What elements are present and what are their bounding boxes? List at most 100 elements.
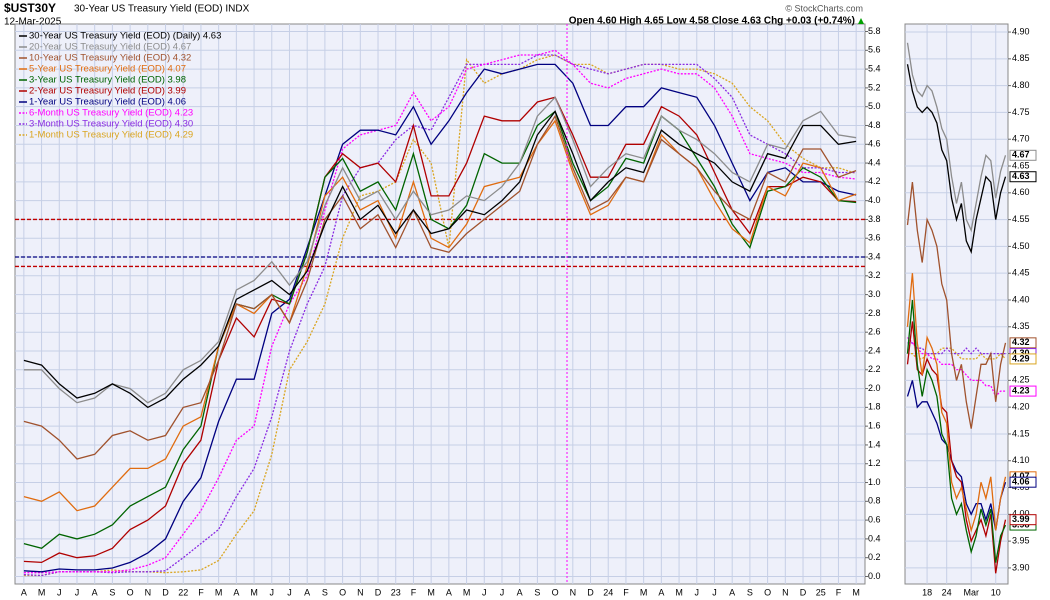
y-tick-label: 4.0: [868, 195, 881, 205]
x-tick-label: J: [57, 587, 62, 597]
x-tick-label: J: [270, 587, 275, 597]
x-tick-label: J: [287, 587, 292, 597]
legend-entry: 5-Year US Treasury Yield (EOD) 4.07: [29, 64, 186, 75]
y-tick-label: 3.4: [868, 251, 881, 261]
legend-entry: 1-Year US Treasury Yield (EOD) 4.06: [29, 97, 186, 108]
y-tick-label: 3.2: [868, 270, 881, 280]
y-tick-label: 3.0: [868, 289, 881, 299]
y-tick-label: 4.70: [1012, 134, 1030, 144]
x-tick-label: S: [534, 587, 540, 597]
x-tick-label: O: [127, 587, 134, 597]
x-tick-label: J: [695, 587, 700, 597]
y-tick-label: 0.4: [868, 533, 881, 543]
chart-title: $UST30Y: [4, 1, 56, 15]
series-line: [907, 342, 1006, 355]
y-tick-label: 1.6: [868, 421, 881, 431]
value-tag-label: 4.32: [1012, 337, 1030, 347]
x-tick-label: A: [517, 587, 523, 597]
value-tag-label: 3.99: [1012, 514, 1030, 524]
y-tick-label: 1.0: [868, 477, 881, 487]
x-tick-label: M: [215, 587, 223, 597]
y-tick-label: 3.90: [1012, 562, 1030, 572]
x-tick-label: O: [764, 587, 771, 597]
legend-entry: 20-Year US Treasury Yield (EOD) 4.67: [29, 42, 191, 53]
y-tick-label: 5.8: [868, 26, 881, 36]
legend-entry: 30-Year US Treasury Yield (EOD) (Daily) …: [29, 31, 221, 42]
y-tick-label: 4.00: [1012, 509, 1030, 519]
copyright: © StockCharts.com: [785, 3, 863, 13]
series-line: [23, 63, 857, 573]
y-tick-label: 5.0: [868, 101, 881, 111]
y-tick-label: 4.80: [1012, 80, 1030, 90]
x-tick-label: J: [482, 587, 487, 597]
x-tick-label: A: [729, 587, 735, 597]
x-tick-label: J: [75, 587, 80, 597]
y-tick-label: 4.35: [1012, 321, 1030, 331]
date: 12-Mar-2025: [4, 17, 62, 28]
series-line: [907, 337, 1006, 398]
y-tick-label: 4.45: [1012, 268, 1030, 278]
chart-subtitle: 30-Year US Treasury Yield (EOD) INDX: [74, 4, 250, 15]
x-tick-label: A: [21, 587, 27, 597]
y-tick-label: 1.8: [868, 402, 881, 412]
ohlc: Open 4.60 High 4.65 Low 4.58 Close 4.63 …: [569, 16, 855, 27]
x-tick-label: M: [463, 587, 471, 597]
series-line: [23, 119, 857, 512]
legend-entry: 2-Year US Treasury Yield (EOD) 3.99: [29, 86, 186, 97]
x-tick-label: N: [357, 587, 364, 597]
x-tick-label: A: [92, 587, 98, 597]
x-tick-label: D: [375, 587, 382, 597]
y-tick-label: 2.0: [868, 383, 881, 393]
y-tick-label: 4.75: [1012, 107, 1030, 117]
value-tag-label: 4.29: [1012, 353, 1030, 363]
y-tick-label: 5.2: [868, 82, 881, 92]
series-line: [23, 110, 857, 409]
y-tick-label: 4.15: [1012, 428, 1030, 438]
y-tick-label: 4.20: [1012, 402, 1030, 412]
y-tick-label: 4.60: [1012, 187, 1030, 197]
x-tick-label: A: [233, 587, 239, 597]
legend-entry: 6-Month US Treasury Yield (EOD) 4.23: [29, 108, 193, 119]
y-tick-label: 2.4: [868, 345, 881, 355]
x-tick-label: F: [623, 587, 629, 597]
x-tick-label: A: [304, 587, 310, 597]
series-line: [23, 96, 857, 564]
legend-entry: 1-Month US Treasury Yield (EOD) 4.29: [29, 130, 193, 141]
y-tick-label: 4.90: [1012, 26, 1030, 36]
series-line: [906, 182, 1007, 429]
x-tick-label: O: [552, 587, 559, 597]
x-tick-label: J: [712, 587, 717, 597]
x-tick-label: O: [339, 587, 346, 597]
value-tag-label: 4.06: [1012, 477, 1030, 487]
series-line: [23, 54, 857, 577]
series-line: [906, 64, 1007, 255]
x-tick-label: A: [446, 587, 452, 597]
value-tag: [1009, 353, 1037, 365]
y-tick-label: 4.50: [1012, 241, 1030, 251]
x-tick-label: S: [109, 587, 115, 597]
y-tick-label: 2.8: [868, 308, 881, 318]
x-tick-label: D: [587, 587, 594, 597]
value-tag: [1009, 171, 1037, 183]
x-tick-label: M: [852, 587, 860, 597]
zoom-plot-area: [904, 23, 1009, 585]
y-tick-label: 2.2: [868, 364, 881, 374]
x-tick-label: M: [675, 587, 683, 597]
y-tick-label: 4.85: [1012, 53, 1030, 63]
y-tick-label: 4.10: [1012, 455, 1030, 465]
x-tick-label: S: [747, 587, 753, 597]
x-tick-label: F: [836, 587, 842, 597]
y-tick-label: 4.6: [868, 139, 881, 149]
y-tick-label: 4.25: [1012, 375, 1030, 385]
series-line: [23, 114, 857, 460]
x-tick-label: 24: [603, 587, 613, 597]
x-tick-label: M: [38, 587, 46, 597]
x-tick-label: A: [658, 587, 664, 597]
x-tick-label: S: [322, 587, 328, 597]
y-tick-label: 4.8: [868, 120, 881, 130]
value-tag-label: 4.63: [1012, 171, 1030, 181]
x-tick-label: M: [427, 587, 435, 597]
y-tick-label: 5.6: [868, 45, 881, 55]
y-tick-label: 4.4: [868, 157, 881, 167]
legend-entry: 3-Year US Treasury Yield (EOD) 3.98: [29, 75, 186, 86]
